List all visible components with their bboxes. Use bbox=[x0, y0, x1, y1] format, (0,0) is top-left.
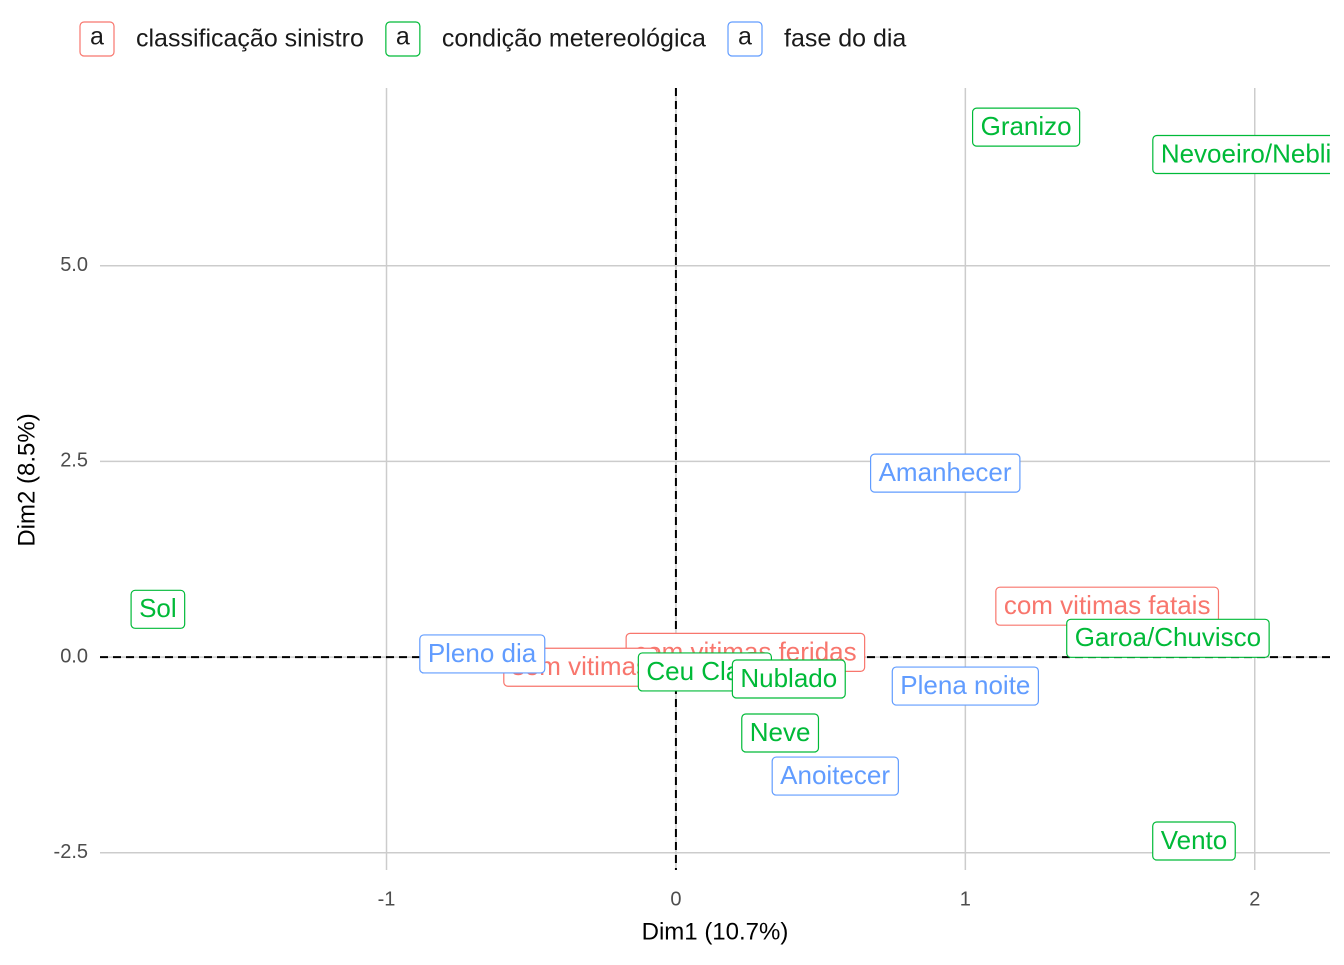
label-box bbox=[771, 756, 899, 796]
legend-label: fase do dia bbox=[784, 25, 906, 53]
grid: -1 0 1 2 -2.5 0.0 2.5 5.0 bbox=[54, 88, 1330, 910]
label-box bbox=[741, 713, 820, 753]
legend-key bbox=[385, 21, 421, 57]
label-text: Nublado bbox=[740, 663, 837, 693]
label-box bbox=[869, 453, 1021, 493]
label-text: Neve bbox=[750, 717, 811, 747]
label-box bbox=[1066, 618, 1270, 658]
label-box bbox=[1152, 821, 1236, 861]
legend-key bbox=[79, 21, 115, 57]
legend: a classificação sinistro a condição metereo… bbox=[79, 21, 906, 57]
legend-label: classificação sinistro bbox=[136, 25, 364, 53]
y-tick-label: 0.0 bbox=[60, 645, 88, 667]
label-box bbox=[130, 589, 186, 629]
label-box bbox=[731, 659, 846, 699]
point-label: Amanhecer bbox=[869, 453, 1021, 493]
label-text: com vitimas fatais bbox=[1004, 590, 1211, 620]
label-text: Nevoeiro/Neblina bbox=[1161, 138, 1344, 168]
legend-label: condição metereológica bbox=[442, 25, 706, 53]
label-text: Plena noite bbox=[900, 670, 1030, 700]
label-text: Vento bbox=[1161, 825, 1228, 855]
legend-key-glyph: a bbox=[396, 23, 410, 51]
x-axis-title: Dim1 (10.7%) bbox=[642, 918, 789, 945]
y-axis-title: Dim2 (8.5%) bbox=[13, 413, 40, 546]
point-label: Granizo bbox=[971, 107, 1081, 147]
point-label: Nublado bbox=[731, 659, 846, 699]
label-text: Granizo bbox=[981, 111, 1072, 141]
y-tick-label: 2.5 bbox=[60, 450, 88, 472]
label-text: Pleno dia bbox=[428, 638, 537, 668]
label-box bbox=[419, 634, 546, 674]
y-tick-label: -2.5 bbox=[54, 841, 88, 863]
legend-key bbox=[727, 21, 763, 57]
label-text: Sol bbox=[139, 593, 177, 623]
x-tick-label: 2 bbox=[1249, 888, 1260, 910]
label-text: Anoitecer bbox=[780, 760, 890, 790]
point-label: com vitimas fatais bbox=[995, 586, 1220, 626]
point-label: Neve bbox=[741, 713, 820, 753]
label-box bbox=[891, 666, 1039, 706]
point-label: Pleno dia bbox=[419, 634, 546, 674]
point-label: Anoitecer bbox=[771, 756, 899, 796]
point-label: Vento bbox=[1152, 821, 1236, 861]
x-tick-label: 1 bbox=[960, 888, 971, 910]
label-text: Garoa/Chuvisco bbox=[1075, 622, 1261, 652]
y-tick-label: 5.0 bbox=[60, 254, 88, 276]
label-box bbox=[1152, 134, 1330, 175]
point-label: Garoa/Chuvisco bbox=[1066, 618, 1270, 658]
label-text: Amanhecer bbox=[879, 457, 1012, 487]
x-tick-label: -1 bbox=[378, 888, 396, 910]
point-label: Plena noite bbox=[891, 666, 1039, 706]
legend-key-glyph: a bbox=[90, 23, 104, 51]
label-box bbox=[971, 107, 1081, 147]
point-label: Sol bbox=[130, 589, 186, 629]
x-tick-label: 0 bbox=[670, 888, 681, 910]
point-label: Nevoeiro/Neblina bbox=[1152, 134, 1344, 175]
legend-key-glyph: a bbox=[738, 23, 752, 51]
